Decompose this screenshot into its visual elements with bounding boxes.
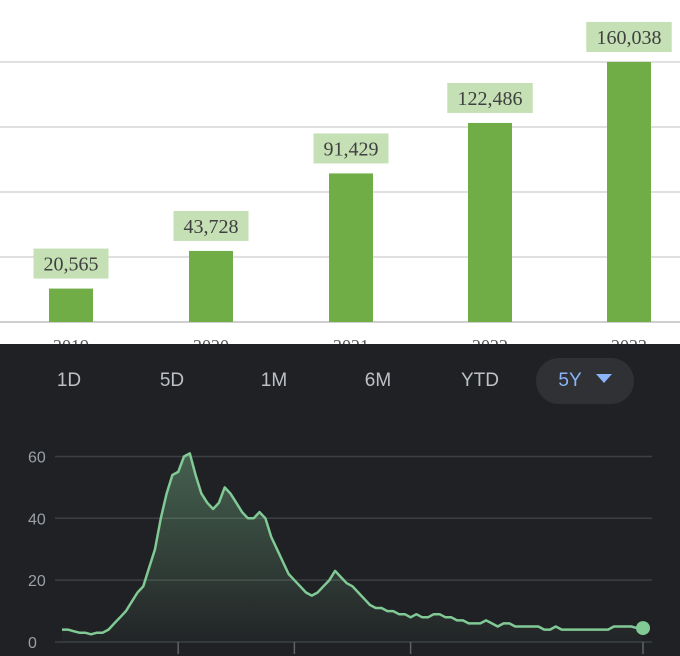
y-tick-20: 20 xyxy=(28,573,46,590)
bar-2019 xyxy=(49,288,93,322)
data-label-background xyxy=(586,21,672,52)
range-tab-label: 5Y xyxy=(558,370,582,391)
bar-2022 xyxy=(468,122,512,322)
range-tab-label: 5D xyxy=(159,370,185,391)
bar-2021 xyxy=(329,173,373,322)
data-label-2019: 20,565 xyxy=(44,254,99,276)
data-label-2020: 43,728 xyxy=(184,216,239,238)
bar-chart: 20,565 43,728 91,429 122,486 160,038 2019 202… xyxy=(0,21,680,344)
data-label-background xyxy=(173,210,249,241)
price-area xyxy=(62,453,643,642)
x-tick-2019: 2019 xyxy=(53,336,89,344)
price-line xyxy=(62,452,643,636)
range-tab-label: 1M xyxy=(260,370,288,391)
stock-chart-panel: 1D 5D 1M 6M YTD 5Y 0 20 40 60 xyxy=(0,344,680,656)
line-chart: 0 20 40 60 xyxy=(28,449,652,654)
range-tab-label: 1D xyxy=(56,370,82,391)
data-label-background xyxy=(313,133,389,164)
bar-2020 xyxy=(189,250,233,322)
data-label-2023: 160,038 xyxy=(597,27,662,49)
y-tick-60: 60 xyxy=(28,449,46,466)
data-label-background xyxy=(447,82,533,113)
y-tick-40: 40 xyxy=(28,511,46,528)
x-tick-2021: 2021 xyxy=(333,336,369,344)
range-tab-5d[interactable]: 5D xyxy=(140,358,204,404)
range-selector: 1D 5D 1M 6M YTD 5Y xyxy=(0,358,680,406)
range-tab-5y[interactable]: 5Y xyxy=(536,358,634,404)
x-tick-2020: 2020 xyxy=(193,336,229,344)
bar-2023 xyxy=(607,61,651,322)
range-tab-label: 6M xyxy=(364,370,392,391)
range-tab-1d[interactable]: 1D xyxy=(40,358,98,404)
range-tab-label: YTD xyxy=(461,370,499,391)
x-tick-2023: 2023 xyxy=(611,336,647,344)
data-label-background xyxy=(33,248,109,279)
bar-chart-panel: 20,565 43,728 91,429 122,486 160,038 2019 202… xyxy=(0,21,680,344)
dropdown-caret-icon xyxy=(595,374,612,383)
range-tab-1m[interactable]: 1M xyxy=(243,358,305,404)
current-price-dot xyxy=(636,621,650,636)
range-tab-6m[interactable]: 6M xyxy=(347,358,409,404)
data-label-2022: 122,486 xyxy=(458,88,523,110)
data-label-2021: 91,429 xyxy=(324,138,379,160)
y-tick-0: 0 xyxy=(28,635,37,652)
x-tick-2022: 2022 xyxy=(472,336,508,344)
range-tab-ytd[interactable]: YTD xyxy=(446,358,514,404)
